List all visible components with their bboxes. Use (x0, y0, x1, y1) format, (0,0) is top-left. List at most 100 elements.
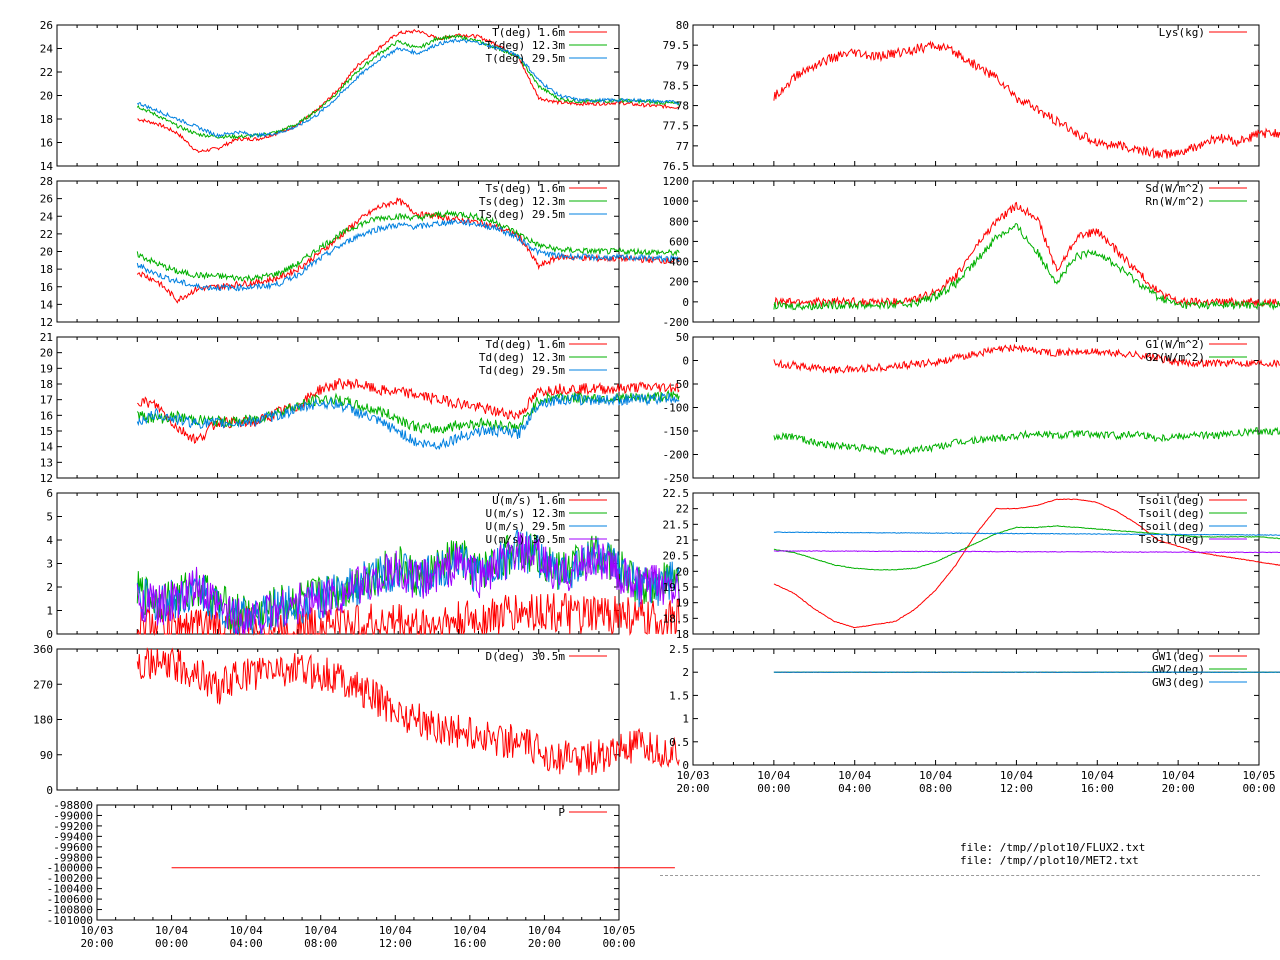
legend-label: Ts(deg) 29.5m (479, 208, 565, 221)
chart-panel-ground-heat-flux: -250 -200 -150 -100 -50 0 50 G1(W/m^2)G2(W/m^2) (663, 331, 1280, 485)
legend-label: GW2(deg) (1152, 663, 1205, 676)
x-tick-label-date: 10/04 (1081, 769, 1114, 782)
y-tick-label: 200 (669, 276, 689, 289)
y-tick-label: 5 (46, 511, 53, 524)
x-tick-label-date: 10/04 (1162, 769, 1195, 782)
y-tick-label: -100200 (47, 872, 93, 885)
y-tick-label: 19 (40, 362, 53, 375)
chart-panel-soil-temperature: 18 18.5 19 19.5 20 20.5 21 21.5 22 22.5 Tsoil(deg)… (663, 487, 1280, 641)
legend-label: Tsoil(deg) (1139, 507, 1205, 520)
y-tick-label: -100 (663, 402, 690, 415)
y-tick-label: 360 (33, 643, 53, 656)
y-tick-label: 1000 (663, 195, 690, 208)
plot-frame (96, 804, 620, 921)
y-tick-label: 90 (40, 749, 53, 762)
y-tick-label: 18 (676, 628, 689, 641)
footer-divider (660, 875, 1260, 876)
y-tick-label: 22.5 (663, 487, 690, 500)
x-tick-label-time: 16:00 (453, 937, 486, 950)
x-tick-label-time: 00:00 (1242, 782, 1275, 795)
x-tick-label-time: 20:00 (528, 937, 561, 950)
y-tick-label: 24 (40, 43, 54, 56)
x-tick-label-time: 08:00 (304, 937, 337, 950)
y-tick-label: 21.5 (663, 518, 690, 531)
series-line (773, 550, 1280, 554)
legend-label: U(m/s) 30.5m (486, 533, 566, 546)
y-tick-label: 77 (676, 140, 689, 153)
y-tick-label: 20 (40, 90, 53, 103)
y-tick-label: 14 (40, 441, 54, 454)
legend-label: Td(deg) 12.3m (479, 351, 565, 364)
y-tick-label: 180 (33, 714, 53, 727)
plot-frame (692, 24, 1260, 167)
y-tick-label: 0 (46, 784, 53, 797)
y-tick-label: 2 (46, 581, 53, 594)
legend-label: G2(W/m^2) (1145, 351, 1205, 364)
y-tick-label: -99000 (53, 809, 93, 822)
x-tick-label-date: 10/04 (304, 924, 337, 937)
series-line (773, 426, 1280, 456)
y-tick-label: 270 (33, 678, 53, 691)
y-tick-label: 16 (40, 409, 53, 422)
series-line (773, 343, 1280, 374)
x-tick-label-date: 10/05 (1242, 769, 1275, 782)
chart-panel-wind-speed: 0 1 2 3 4 5 6 U(m/s) 1.6mU(m/s) 12.3mU(m/s) 29.… (46, 487, 680, 641)
y-tick-label: 19 (676, 597, 689, 610)
y-tick-label: 18 (40, 263, 53, 276)
legend-label: Td(deg) 1.6m (486, 338, 566, 351)
x-tick-label-time: 12:00 (1000, 782, 1033, 795)
y-tick-label: 15 (40, 425, 53, 438)
y-tick-label: 20 (676, 565, 689, 578)
x-tick-label-time: 08:00 (919, 782, 952, 795)
y-tick-label: 78.5 (663, 79, 690, 92)
y-tick-label: 16 (40, 137, 53, 150)
x-tick-label-date: 10/04 (379, 924, 412, 937)
y-tick-label: 18 (40, 378, 53, 391)
y-tick-label: 79 (676, 59, 689, 72)
y-tick-label: -100400 (47, 883, 93, 896)
y-tick-label: 1200 (663, 175, 690, 188)
series-line (773, 525, 1280, 571)
x-tick-label-date: 10/04 (757, 769, 790, 782)
series-line (773, 531, 1280, 536)
series-line (136, 209, 680, 282)
series-line (136, 34, 680, 140)
x-tick-label-date: 10/04 (1000, 769, 1033, 782)
y-tick-label: -50 (669, 378, 689, 391)
y-tick-label: 2 (682, 666, 689, 679)
y-tick-label: 20 (40, 246, 53, 259)
x-tick-label-date: 10/03 (676, 769, 709, 782)
legend-label: Lys(kg) (1159, 26, 1205, 39)
x-tick-label-time: 20:00 (80, 937, 113, 950)
y-tick-label: 24 (40, 210, 54, 223)
file-label-flux: file: /tmp//plot10/FLUX2.txt (960, 841, 1146, 854)
series-line (136, 38, 680, 139)
y-tick-label: 78 (676, 100, 689, 113)
legend-label: Tsoil(deg) (1139, 533, 1205, 546)
x-tick-label-time: 00:00 (155, 937, 188, 950)
y-tick-label: 22 (676, 503, 689, 516)
legend-label: G1(W/m^2) (1145, 338, 1205, 351)
y-tick-label: 14 (40, 160, 54, 173)
y-tick-label: -98800 (53, 799, 93, 812)
y-tick-label: 80 (676, 19, 689, 32)
x-tick-label-date: 10/04 (838, 769, 871, 782)
y-tick-label: -99800 (53, 851, 93, 864)
y-tick-label: 18 (40, 113, 53, 126)
x-tick-label-time: 04:00 (230, 937, 263, 950)
series-line (136, 219, 680, 292)
y-tick-label: 16 (40, 281, 53, 294)
y-tick-label: -250 (663, 472, 690, 485)
y-tick-label: 0.5 (669, 736, 689, 749)
y-tick-label: -100600 (47, 893, 93, 906)
chart-panel-wind-direction: 0 90 180 270 360 D(deg) 30.5m (33, 643, 680, 797)
y-tick-label: 12 (40, 472, 53, 485)
legend-label: U(m/s) 12.3m (486, 507, 566, 520)
series-line (136, 197, 680, 304)
y-tick-label: 18.5 (663, 612, 690, 625)
plot-frame (56, 648, 620, 791)
legend-label: GW3(deg) (1152, 676, 1205, 689)
y-tick-label: 1 (682, 713, 689, 726)
